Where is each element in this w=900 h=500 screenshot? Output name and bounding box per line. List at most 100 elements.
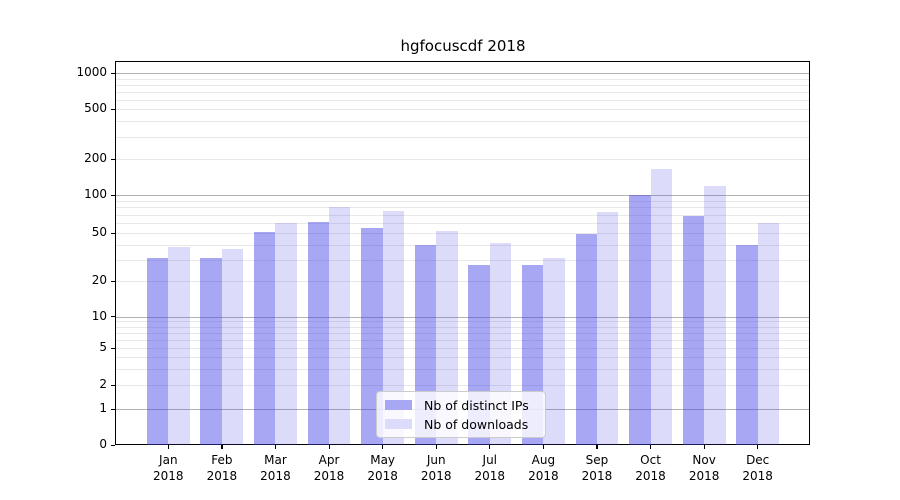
gridline-minor bbox=[116, 137, 809, 139]
gridline-minor bbox=[116, 201, 809, 203]
legend-row-downloads: Nb of downloads bbox=[385, 417, 537, 432]
y-tick-mark bbox=[111, 194, 115, 196]
y-tick-label: 50 bbox=[91, 225, 107, 239]
x-tick-label: Mar 2018 bbox=[260, 453, 291, 483]
gridline-major bbox=[116, 195, 809, 197]
x-tick-label: Oct 2018 bbox=[635, 453, 666, 483]
y-tick-mark bbox=[111, 408, 115, 410]
gridline-minor bbox=[116, 368, 809, 370]
gridline-minor bbox=[116, 259, 809, 261]
gridline-minor bbox=[116, 244, 809, 246]
legend-label-distinct-ips: Nb of distinct IPs bbox=[424, 397, 529, 413]
y-tick-label: 0 bbox=[99, 437, 107, 451]
bar-distinct-ips bbox=[200, 258, 222, 445]
x-tick-mark bbox=[757, 445, 759, 449]
bar-distinct-ips bbox=[736, 244, 758, 445]
gridline-minor bbox=[116, 233, 809, 234]
y-tick-mark bbox=[111, 444, 115, 446]
bar-downloads bbox=[221, 248, 244, 445]
x-tick-mark bbox=[435, 445, 437, 449]
x-tick-mark bbox=[274, 445, 277, 449]
bar-downloads bbox=[704, 185, 726, 445]
x-tick-label: Apr 2018 bbox=[313, 453, 345, 483]
plot-area bbox=[115, 61, 810, 445]
gridline-minor bbox=[116, 348, 809, 350]
x-tick-mark bbox=[650, 445, 652, 449]
bar-distinct-ips bbox=[307, 222, 330, 445]
gridline-minor bbox=[116, 99, 809, 101]
gridline-minor bbox=[116, 159, 809, 161]
y-tick-label: 20 bbox=[91, 273, 107, 287]
bar-downloads bbox=[650, 168, 672, 445]
y-tick-mark bbox=[111, 158, 115, 160]
legend-swatch-distinct-ips bbox=[385, 400, 412, 410]
legend-swatch-downloads bbox=[385, 419, 412, 429]
legend-label-downloads: Nb of downloads bbox=[424, 416, 529, 432]
x-tick-label: Jun 2018 bbox=[420, 453, 452, 483]
bar-downloads bbox=[382, 210, 405, 445]
y-tick-mark bbox=[111, 72, 115, 74]
y-tick-label: 100 bbox=[84, 187, 107, 202]
gridline-minor bbox=[116, 321, 809, 323]
x-tick-mark bbox=[596, 445, 598, 449]
gridline-minor bbox=[116, 332, 809, 334]
gridline-minor bbox=[116, 326, 809, 328]
x-tick-label: Jan 2018 bbox=[153, 453, 184, 483]
gridline-minor bbox=[116, 109, 809, 111]
bar-distinct-ips bbox=[575, 234, 597, 445]
gridline-major bbox=[116, 73, 809, 75]
y-tick-mark bbox=[111, 280, 115, 282]
bar-downloads bbox=[329, 207, 351, 445]
x-tick-label: Feb 2018 bbox=[206, 453, 238, 483]
x-tick-label: Sep 2018 bbox=[581, 453, 613, 483]
gridline-minor bbox=[116, 78, 809, 80]
y-tick-mark bbox=[111, 316, 115, 318]
x-tick-mark bbox=[542, 445, 545, 449]
x-tick-label: Nov 2018 bbox=[688, 453, 720, 483]
bar-distinct-ips bbox=[629, 195, 651, 445]
bar-downloads bbox=[275, 223, 297, 445]
gridline-minor bbox=[116, 223, 809, 225]
x-tick-mark bbox=[328, 445, 330, 449]
y-tick-label: 1 bbox=[99, 401, 107, 416]
y-tick-label: 200 bbox=[84, 151, 107, 166]
gridline-minor bbox=[116, 207, 809, 209]
x-tick-label: Jul 2018 bbox=[474, 453, 506, 483]
x-tick-mark bbox=[382, 445, 384, 449]
bar-distinct-ips bbox=[361, 227, 383, 445]
x-tick-label: Aug 2018 bbox=[528, 453, 559, 483]
gridline-minor bbox=[116, 339, 809, 341]
gridline-minor bbox=[116, 281, 809, 282]
gridline-minor bbox=[116, 385, 809, 386]
legend-row-distinct-ips: Nb of distinct IPs bbox=[385, 398, 537, 413]
bar-downloads bbox=[757, 223, 780, 445]
gridline-minor bbox=[116, 91, 809, 93]
y-tick-label: 5 bbox=[99, 340, 107, 355]
x-tick-mark bbox=[167, 445, 169, 449]
y-tick-label: 10 bbox=[91, 308, 107, 323]
y-tick-mark bbox=[111, 384, 115, 386]
y-tick-mark bbox=[111, 108, 115, 110]
bar-distinct-ips bbox=[146, 258, 169, 445]
bar-distinct-ips bbox=[682, 216, 705, 445]
x-tick-mark bbox=[489, 445, 491, 449]
y-tick-label: 500 bbox=[84, 101, 107, 116]
y-tick-mark bbox=[111, 347, 115, 349]
bar-downloads bbox=[596, 211, 619, 445]
y-tick-mark bbox=[111, 232, 115, 234]
bar-downloads bbox=[168, 247, 190, 445]
x-tick-label: May 2018 bbox=[367, 453, 398, 483]
chart-title: hgfocuscdf 2018 bbox=[400, 37, 526, 55]
y-tick-label: 1000 bbox=[76, 65, 107, 80]
gridline-minor bbox=[116, 357, 809, 359]
gridline-minor bbox=[116, 214, 809, 216]
bar-downloads bbox=[543, 258, 565, 445]
gridline-minor bbox=[116, 121, 809, 123]
gridline-major bbox=[116, 316, 809, 318]
gridline-minor bbox=[116, 84, 809, 86]
legend: Nb of distinct IPs Nb of downloads bbox=[376, 391, 546, 438]
y-tick-label: 2 bbox=[99, 377, 107, 391]
x-tick-mark bbox=[221, 445, 223, 449]
x-tick-label: Dec 2018 bbox=[742, 453, 773, 483]
